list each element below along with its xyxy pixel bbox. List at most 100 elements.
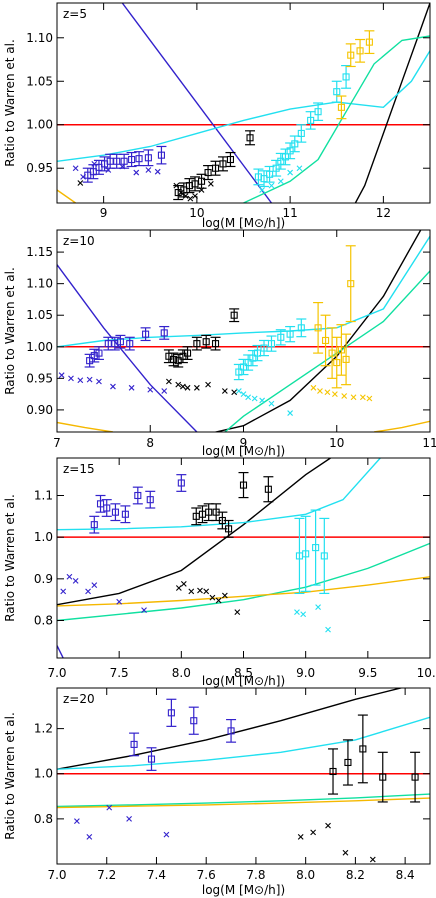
cross-stroke (277, 178, 284, 185)
x-tick-label: 7.5 (110, 666, 129, 680)
cross-marker-yellow (310, 384, 317, 391)
cross-marker-cyan (294, 609, 300, 616)
cross-marker-black (325, 822, 331, 829)
cross-stroke (175, 381, 182, 388)
errorbar-point-blue (126, 151, 137, 168)
cross-marker-blue (58, 372, 65, 379)
cross-marker-blue (86, 834, 93, 840)
square-marker (267, 340, 276, 348)
cross-marker-black (184, 384, 191, 391)
x-tick-label: 8.2 (346, 868, 365, 882)
cross-marker-blue (68, 375, 74, 382)
errorbar-point-yellow (341, 333, 352, 386)
square-marker (227, 727, 235, 735)
errorbar-point-black (377, 751, 388, 803)
y-tick-label: 0.9 (34, 572, 53, 586)
cross-stroke (85, 588, 91, 595)
square-marker (365, 38, 373, 46)
cross-stroke (369, 856, 376, 863)
cross-stroke (110, 383, 116, 390)
square-marker (204, 169, 212, 177)
cross-marker-blue (161, 388, 168, 394)
y-tick-label: 1.0 (34, 530, 53, 544)
cross-marker-black (179, 383, 186, 390)
cross-marker-black (297, 834, 304, 840)
y-tick-label: 0.8 (34, 812, 53, 826)
panel-3: 7.0 7.5 8.0 8.5 9.0 9.5 10.0 0.8 0.9 1.0 1.1 z=15 Ra… (3, 457, 436, 688)
cross-stroke (259, 397, 266, 404)
cross-stroke (268, 182, 275, 189)
square-marker (302, 550, 310, 558)
curve-black (57, 458, 331, 606)
square-marker (314, 108, 322, 116)
errorbar-point-black (210, 160, 221, 176)
cross-marker-black (234, 609, 241, 616)
square-marker (297, 129, 305, 137)
cross-marker-blue (72, 165, 79, 172)
square-marker (314, 324, 322, 332)
panel-label: z=5 (63, 7, 87, 21)
x-tick-label: 8.5 (234, 666, 253, 680)
x-tick-label: 7.0 (47, 868, 66, 882)
cross-stroke (179, 383, 186, 390)
errorbar-point-blue (129, 732, 140, 757)
square-marker (337, 103, 345, 111)
cross-marker-black (193, 384, 200, 391)
cross-stroke (106, 804, 113, 811)
cross-marker-blue (74, 818, 80, 825)
errorbar-point-blue (101, 499, 112, 517)
cross-stroke (86, 834, 93, 840)
x-tick-label: 7 (53, 436, 61, 450)
errorbar-point-black (196, 173, 207, 189)
curve-orange (57, 576, 430, 607)
errorbar-point-yellow (345, 43, 356, 68)
cross-marker-blue (110, 383, 116, 390)
curve-orange (57, 189, 77, 203)
cross-stroke (287, 169, 294, 176)
y-tick-label: 1.1 (34, 489, 53, 503)
errorbar-point-cyan (275, 329, 286, 346)
curve-cyan (57, 235, 430, 348)
errorbar-point-black (328, 748, 339, 795)
cross-marker-blue (126, 815, 133, 822)
errorbar-point-yellow (327, 327, 338, 379)
errorbar-point-blue (226, 718, 237, 743)
cross-stroke (145, 167, 152, 173)
cross-stroke (325, 626, 331, 633)
square-marker (342, 355, 350, 363)
cross-stroke (297, 834, 304, 840)
x-tick-label: 10 (189, 206, 204, 220)
y-tick-label: 0.90 (26, 403, 53, 417)
curve-blue (57, 264, 198, 432)
cross-stroke (175, 585, 182, 591)
square-marker (264, 485, 272, 493)
y-axis-title: Ratio to Warren et al. (3, 712, 17, 840)
errorbar-point-cyan (280, 148, 291, 166)
square-marker (225, 525, 233, 533)
cross-marker-black (215, 597, 222, 604)
cross-marker-cyan (245, 394, 252, 401)
curve-green (57, 542, 430, 622)
errorbar-point-blue (188, 706, 199, 735)
errorbar-point-cyan (341, 65, 352, 89)
cross-stroke (187, 195, 194, 202)
cross-stroke (68, 375, 74, 382)
square-marker (344, 758, 352, 767)
cross-marker-cyan (325, 626, 331, 633)
y-axis-title: Ratio to Warren et al. (3, 494, 17, 622)
errorbar-point-cyan (285, 325, 296, 343)
curve-orange (373, 420, 430, 432)
cross-marker-yellow (359, 394, 366, 401)
cross-marker-blue (60, 588, 67, 595)
square-marker (167, 709, 175, 717)
errorbar-point-blue (89, 515, 100, 534)
curve-black (57, 688, 404, 770)
errorbar-point-black (201, 334, 212, 349)
errorbar-point-cyan (266, 335, 277, 352)
y-tick-label: 1.00 (26, 118, 53, 132)
errorbar-point-yellow (336, 324, 347, 376)
cross-stroke (166, 378, 172, 385)
cross-stroke (180, 580, 187, 587)
y-tick-label: 1.10 (26, 31, 53, 45)
square-marker (202, 338, 210, 346)
